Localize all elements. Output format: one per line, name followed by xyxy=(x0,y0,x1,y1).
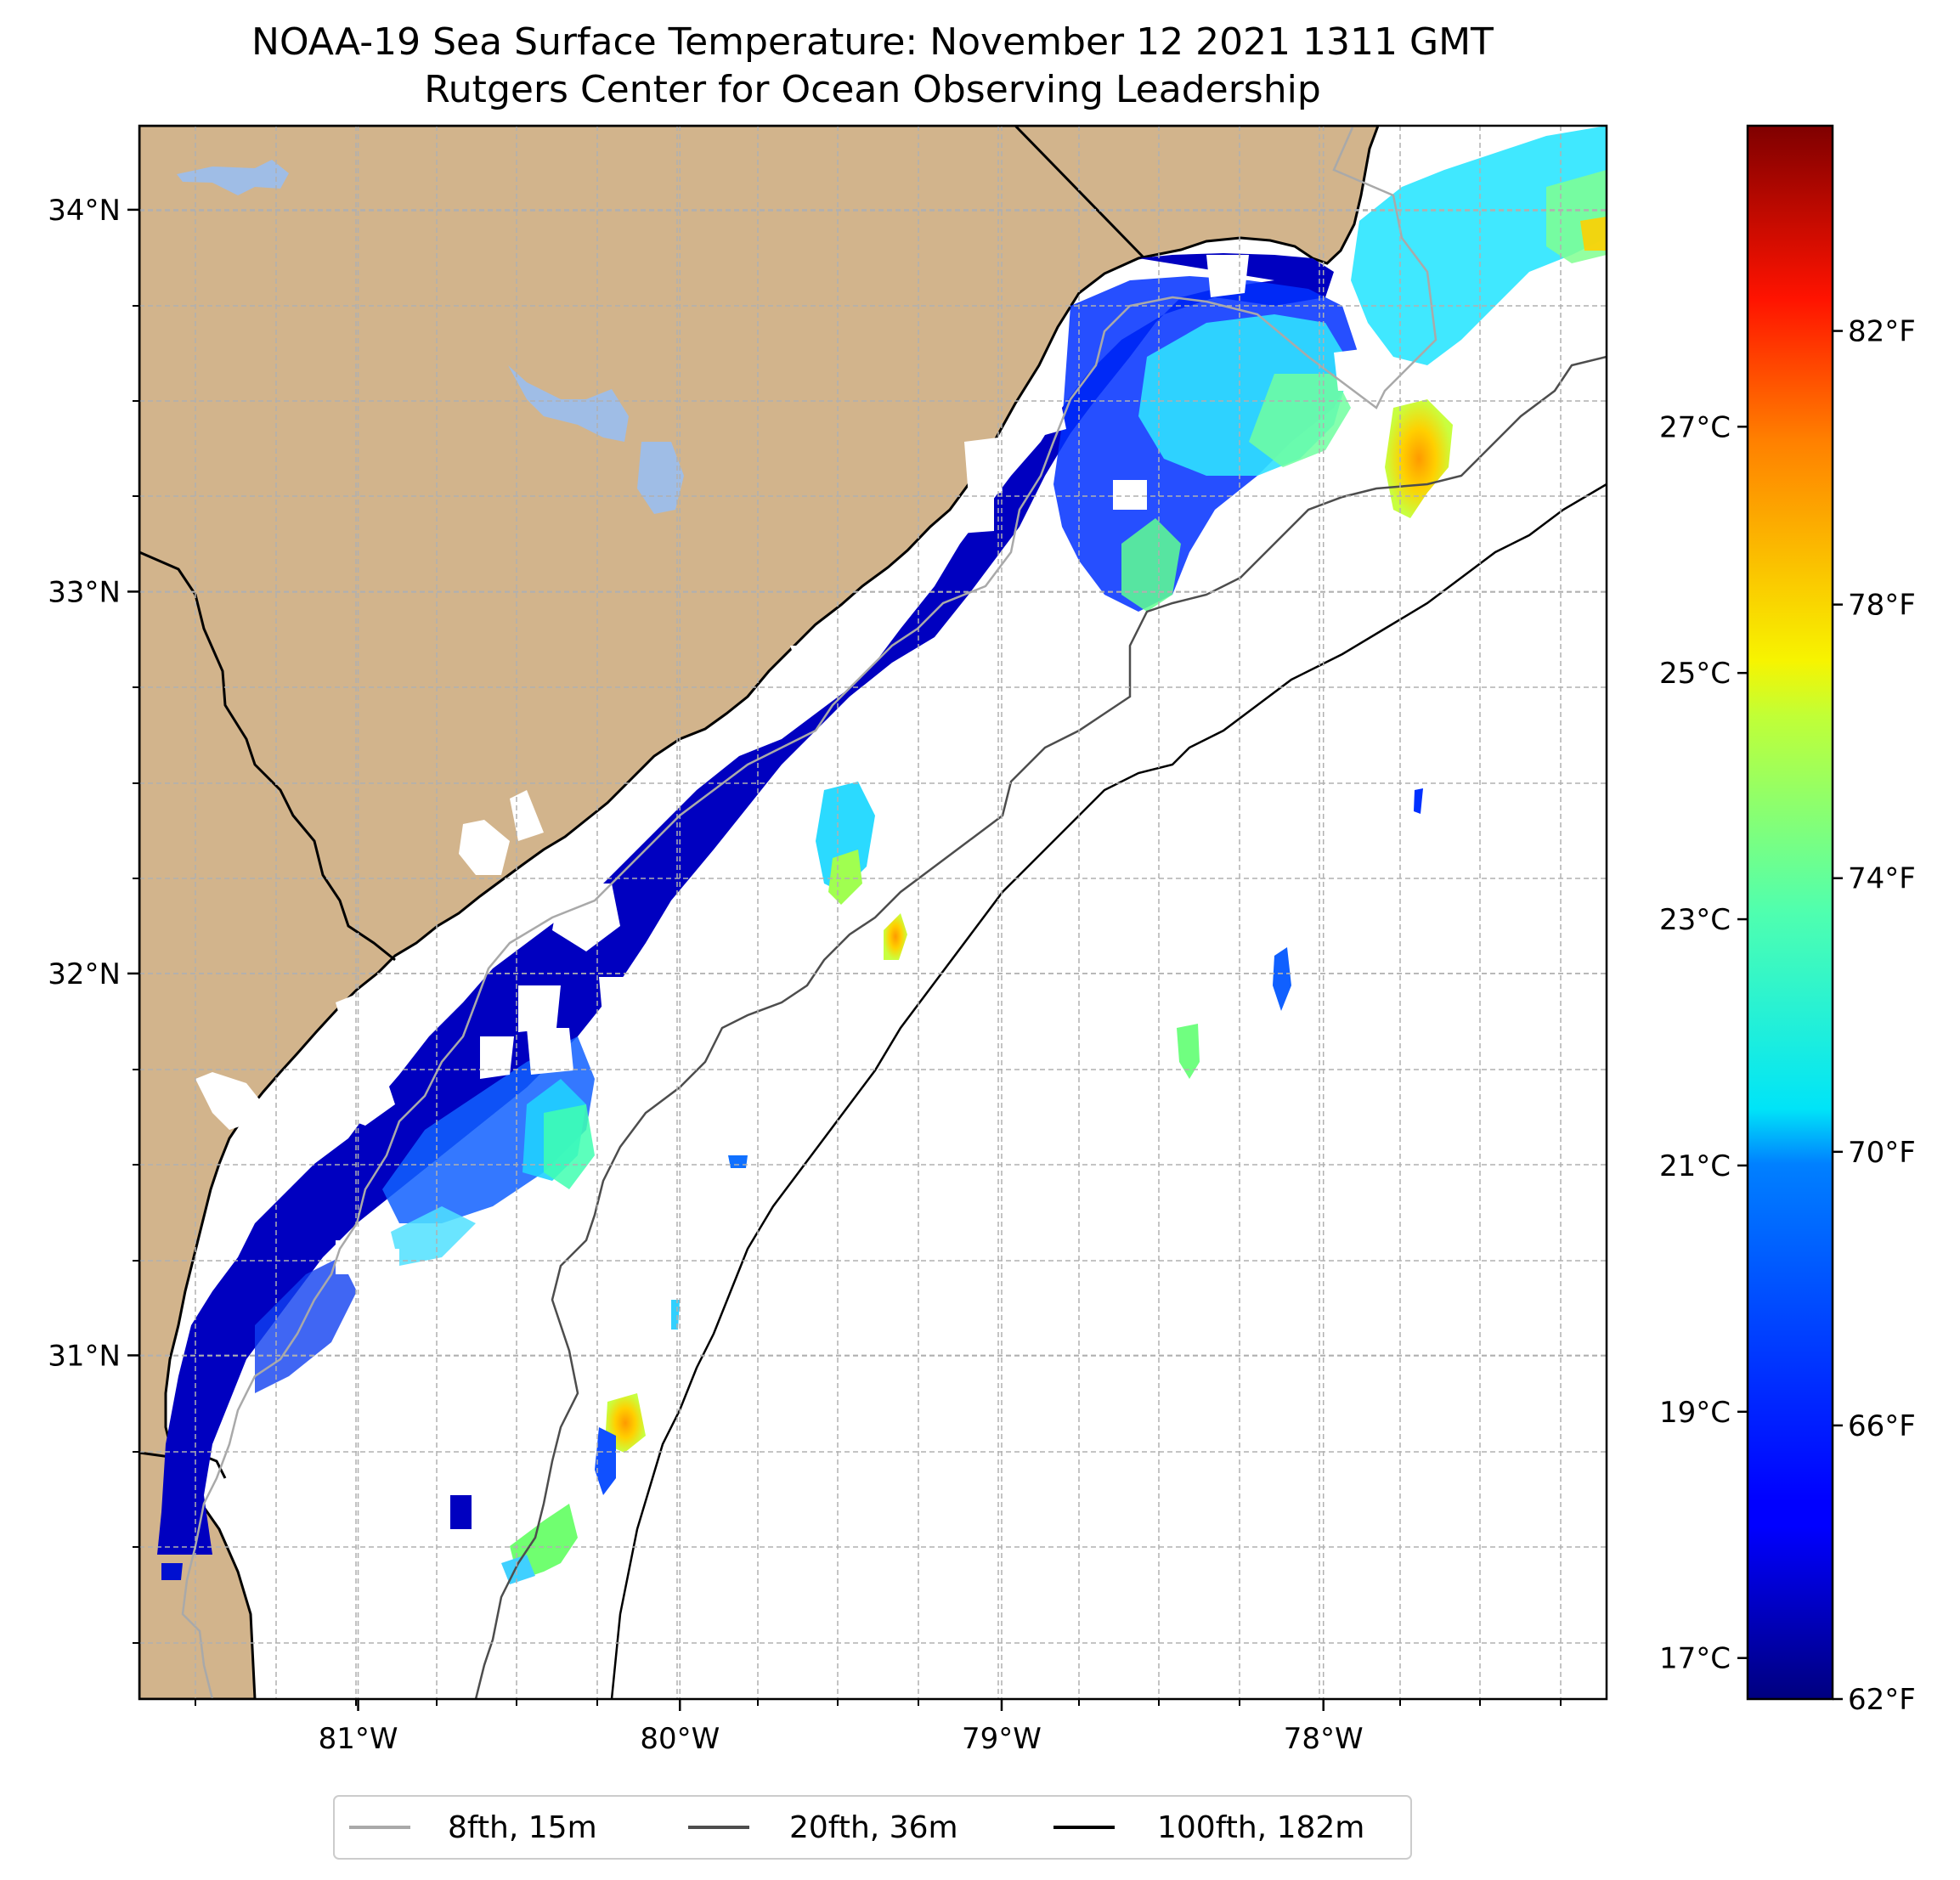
lat-tick-label: 33°N xyxy=(48,575,121,609)
lake-marion xyxy=(508,365,629,442)
estuary-inlet-3 xyxy=(790,646,828,680)
colorbar-f-label: 74°F xyxy=(1848,862,1916,896)
estuary-inlet xyxy=(336,994,374,1032)
colorbar-f-label: 82°F xyxy=(1848,315,1916,349)
longitude-axis: 81°W 80°W 79°W 78°W xyxy=(319,1699,1364,1756)
colorbar-c-label: 27°C xyxy=(1659,410,1731,444)
colorbar-frame xyxy=(1746,124,1834,1701)
isobath-20fth xyxy=(474,355,1607,1699)
gridlines xyxy=(139,126,1607,1699)
colorbar-c-label: 25°C xyxy=(1659,657,1731,691)
latitude-axis: 34°N 33°N 32°N 31°N xyxy=(48,194,139,1373)
lat-tick-label: 34°N xyxy=(48,194,121,228)
colorbar-f-label: 70°F xyxy=(1848,1136,1916,1170)
colorbar-gradient xyxy=(1748,126,1833,1699)
map-panel[interactable]: 81°W 80°W 79°W 78°W 34°N 33°N 32°N 31°N xyxy=(48,124,1608,1756)
colorbar-f-label: 78°F xyxy=(1848,589,1916,623)
isobath-100fth xyxy=(610,483,1607,1699)
colorbar-c-label: 17°C xyxy=(1659,1642,1731,1676)
sound-inlet xyxy=(195,1072,263,1130)
colorbar-c-label: 19°C xyxy=(1659,1396,1731,1430)
lon-tick-label: 79°W xyxy=(962,1722,1042,1756)
colorbar-c-label: 23°C xyxy=(1659,903,1731,937)
estuary-inlet-2 xyxy=(459,820,510,875)
legend-label-8fth: 8fth, 15m xyxy=(448,1810,597,1845)
lake-moultrie xyxy=(637,442,684,514)
land-mass xyxy=(139,126,1380,1699)
state-border xyxy=(1014,126,1144,258)
lon-tick-label: 80°W xyxy=(640,1722,720,1756)
legend-label-100fth: 100fth, 182m xyxy=(1157,1810,1364,1845)
title-line-2: Rutgers Center for Ocean Observing Leade… xyxy=(424,68,1321,111)
legend-label-20fth: 20fth, 36m xyxy=(789,1810,958,1845)
legend-frame xyxy=(333,1795,1412,1860)
colorbar-f-label: 66°F xyxy=(1848,1409,1916,1443)
colorbar-c-label: 21°C xyxy=(1659,1149,1731,1183)
minor-ticks xyxy=(133,305,1562,1706)
colorbar-fahrenheit-axis: 62°F 66°F 70°F 74°F 78°F 82°F xyxy=(1833,315,1916,1717)
lake-north xyxy=(177,160,289,195)
lon-tick-label: 78°W xyxy=(1284,1722,1364,1756)
colorbar: 17°C 19°C 21°C 23°C 25°C 27°C 62°F 66°F 70°F 74°… xyxy=(1659,124,1916,1717)
colorbar-celsius-axis: 17°C 19°C 21°C 23°C 25°C 27°C xyxy=(1659,410,1748,1676)
river-border xyxy=(139,550,396,962)
lat-tick-label: 31°N xyxy=(48,1339,121,1373)
legend: 8fth, 15m 20fth, 36m 100fth, 182m xyxy=(333,1795,1412,1860)
title-line-1: NOAA-19 Sea Surface Temperature: Novembe… xyxy=(251,20,1494,64)
lat-tick-label: 32°N xyxy=(48,957,121,991)
lon-tick-label: 81°W xyxy=(319,1722,398,1756)
sst-field xyxy=(157,126,1607,1584)
colorbar-f-label: 62°F xyxy=(1848,1683,1916,1717)
map-frame xyxy=(138,124,1608,1701)
